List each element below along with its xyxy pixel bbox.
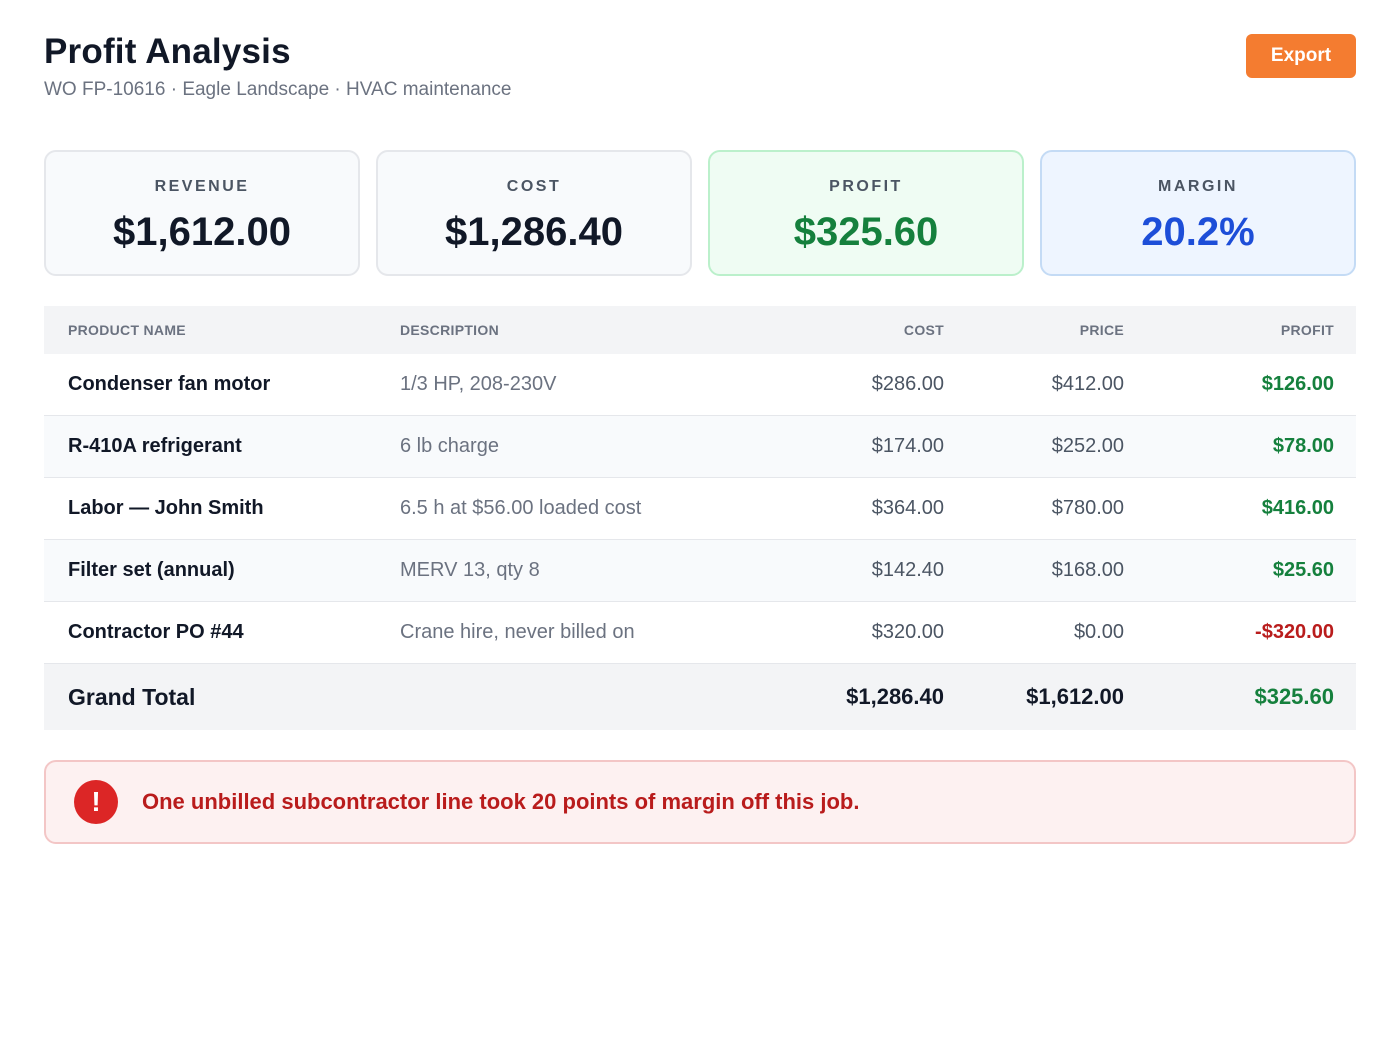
- cost-label: COST: [506, 178, 562, 195]
- product-cost: $174.00: [871, 435, 944, 457]
- cost-value: $1,286.40: [445, 210, 623, 254]
- column-header-product-name[interactable]: PRODUCT NAME: [68, 322, 186, 338]
- product-profit: $78.00: [1272, 435, 1334, 457]
- product-name: Labor — John Smith: [68, 497, 264, 519]
- table-row[interactable]: Condenser fan motor 1/3 HP, 208-230V $28…: [44, 354, 1356, 416]
- product-description: MERV 13, qty 8: [400, 559, 540, 581]
- product-name: Condenser fan motor: [68, 373, 271, 395]
- product-price: $252.00: [1051, 435, 1124, 457]
- margin-card: MARGIN 20.2%: [1040, 150, 1356, 276]
- column-header-profit[interactable]: PROFIT: [1280, 322, 1334, 338]
- product-description: Crane hire, never billed on: [400, 621, 635, 643]
- margin-label: MARGIN: [1158, 178, 1238, 195]
- export-button[interactable]: Export: [1246, 34, 1356, 78]
- product-price: $412.00: [1051, 373, 1124, 395]
- profit-label: PROFIT: [829, 178, 903, 195]
- product-description: 6.5 h at $56.00 loaded cost: [400, 497, 642, 519]
- profit-value: $325.60: [793, 210, 939, 254]
- grand-total-profit: $325.60: [1254, 684, 1334, 709]
- product-price: $780.00: [1051, 497, 1124, 519]
- product-cost: $286.00: [871, 373, 944, 395]
- product-description: 6 lb charge: [400, 435, 499, 457]
- page-title: Profit Analysis: [44, 32, 291, 71]
- grand-total-cost: $1,286.40: [846, 684, 944, 709]
- product-name: Contractor PO #44: [68, 621, 244, 643]
- product-cost: $320.00: [871, 621, 944, 643]
- column-header-price[interactable]: PRICE: [1079, 322, 1124, 338]
- work-order-subtitle: WO FP-10616 · Eagle Landscape · HVAC mai…: [44, 79, 512, 100]
- column-header-description[interactable]: DESCRIPTION: [400, 322, 499, 338]
- column-header-cost[interactable]: COST: [903, 322, 944, 338]
- grand-total-row: Grand Total $1,286.40 $1,612.00 $325.60: [44, 664, 1356, 730]
- product-cost: $142.40: [871, 559, 944, 581]
- product-price: $0.00: [1073, 621, 1124, 643]
- product-cost: $364.00: [871, 497, 944, 519]
- exclamation-icon: !: [74, 780, 118, 824]
- revenue-card: REVENUE $1,612.00: [44, 150, 360, 276]
- product-name: Filter set (annual): [68, 559, 235, 581]
- margin-value: 20.2%: [1141, 210, 1255, 254]
- table-header: PRODUCT NAME DESCRIPTION COST PRICE PROF…: [44, 306, 1356, 354]
- product-profit: $126.00: [1261, 373, 1334, 395]
- profit-card: PROFIT $325.60: [708, 150, 1024, 276]
- table-row[interactable]: R-410A refrigerant 6 lb charge $174.00 $…: [44, 416, 1356, 478]
- line-items-table: PRODUCT NAME DESCRIPTION COST PRICE PROF…: [44, 306, 1356, 730]
- product-description: 1/3 HP, 208-230V: [400, 373, 557, 395]
- table-row[interactable]: Filter set (annual) MERV 13, qty 8 $142.…: [44, 540, 1356, 602]
- summary-cards: REVENUE $1,612.00 COST $1,286.40 PROFIT …: [44, 150, 1356, 276]
- alert-message: One unbilled subcontractor line took 20 …: [142, 789, 860, 814]
- revenue-label: REVENUE: [154, 178, 250, 195]
- product-profit-negative: -$320.00: [1255, 621, 1334, 643]
- table-row[interactable]: Labor — John Smith 6.5 h at $56.00 loade…: [44, 478, 1356, 540]
- product-profit: $416.00: [1261, 497, 1334, 519]
- table-row[interactable]: Contractor PO #44 Crane hire, never bill…: [44, 602, 1356, 664]
- grand-total-price: $1,612.00: [1026, 684, 1124, 709]
- product-price: $168.00: [1051, 559, 1124, 581]
- page-header: Profit Analysis WO FP-10616 · Eagle Land…: [44, 30, 1356, 110]
- cost-card: COST $1,286.40: [376, 150, 692, 276]
- product-name: R-410A refrigerant: [68, 435, 242, 457]
- grand-total-label: Grand Total: [68, 683, 196, 710]
- revenue-value: $1,612.00: [113, 210, 291, 254]
- product-profit: $25.60: [1272, 559, 1334, 581]
- margin-alert: ! One unbilled subcontractor line took 2…: [44, 760, 1356, 844]
